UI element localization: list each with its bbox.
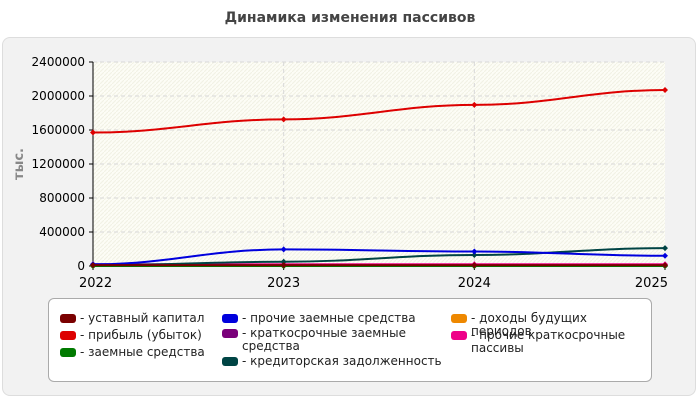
data-point [471, 251, 478, 258]
grid [93, 61, 665, 266]
legend-label: - краткосрочные заемные средства [242, 326, 406, 353]
data-point [280, 246, 287, 253]
legend-swatch [222, 314, 238, 323]
legend-swatch [222, 329, 238, 338]
x-tick-labels: 2022 2023 2024 2025 [79, 276, 668, 291]
data-point [662, 262, 668, 269]
legend-label: - прочие заемные средства [242, 311, 416, 325]
legend-label: - прибыль (убыток) [80, 328, 202, 342]
series-lines [90, 87, 668, 269]
x-tick-label: 2022 [79, 276, 112, 291]
x-tick-label: 2025 [635, 276, 668, 291]
legend-swatch [60, 348, 76, 357]
chart-title: Динамика изменения пассивов [224, 10, 476, 26]
legend: - уставный капитал - прибыль (убыток) - за… [48, 298, 652, 382]
data-point [280, 262, 287, 269]
data-point [471, 248, 478, 255]
data-point [90, 129, 96, 136]
legend-label: - уставный капитал [80, 311, 205, 325]
legend-label: - прочие краткосрочные пассивы [471, 328, 626, 355]
y-tick-label: 1600000 [32, 123, 85, 137]
data-point [90, 262, 96, 269]
y-tick-label: 2000000 [32, 89, 85, 103]
legend-label: - заемные средства [80, 345, 205, 359]
y-tick-labels: 0 400000 800000 1200000 1600000 2000000 240000… [32, 55, 85, 273]
legend-swatch [222, 357, 238, 366]
data-point [471, 101, 478, 108]
series-line [92, 248, 666, 266]
data-point [662, 245, 668, 252]
y-tick-label: 400000 [39, 225, 85, 239]
data-point [280, 116, 287, 123]
legend-label: - доходы будущих периодов [471, 311, 587, 338]
data-point [662, 252, 668, 259]
legend-swatch [60, 331, 76, 340]
legend-swatch [60, 314, 76, 323]
y-axis-label: тыс. [12, 148, 27, 180]
x-tick-label: 2024 [458, 276, 491, 291]
y-tick-label: 800000 [39, 191, 85, 205]
legend-label: - кредиторская задолженность [242, 354, 442, 368]
legend-swatch [451, 331, 467, 340]
x-tick-label: 2023 [267, 276, 300, 291]
data-point [662, 87, 668, 94]
data-point [280, 258, 287, 265]
y-tick-label: 0 [77, 259, 85, 273]
y-tick-label: 2400000 [32, 55, 85, 69]
y-tick-label: 1200000 [32, 157, 85, 171]
series-line [92, 89, 666, 134]
legend-swatch [451, 314, 467, 323]
series-line [92, 247, 666, 267]
data-point [471, 262, 478, 269]
